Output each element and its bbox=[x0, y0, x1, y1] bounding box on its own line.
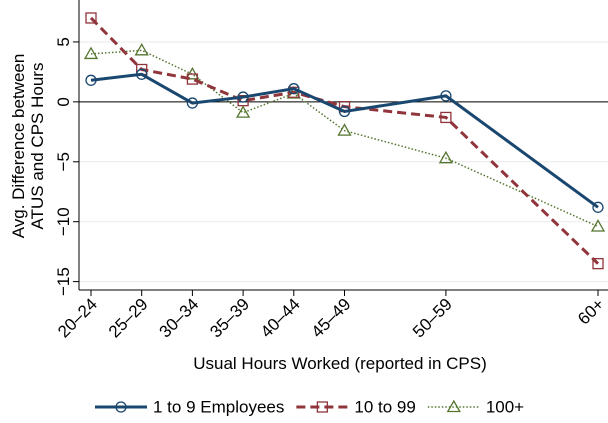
marker bbox=[235, 105, 251, 118]
x-tick-label: 20–24 bbox=[54, 295, 101, 342]
marker bbox=[338, 105, 351, 118]
y-tick-label: 0 bbox=[54, 97, 73, 106]
y-axis-title: Avg. Difference between bbox=[9, 54, 28, 239]
marker bbox=[115, 401, 127, 413]
marker bbox=[83, 46, 99, 60]
marker bbox=[592, 201, 604, 213]
marker bbox=[337, 123, 352, 136]
marker bbox=[288, 83, 300, 95]
marker bbox=[134, 43, 149, 56]
y-tick-label: −15 bbox=[54, 267, 73, 296]
legend-label: 1 to 9 Employees bbox=[153, 397, 284, 416]
marker bbox=[136, 68, 148, 80]
y-axis-title: ATUS and CPS Hours bbox=[28, 63, 47, 230]
y-tick-label: 5 bbox=[54, 37, 73, 46]
marker bbox=[446, 399, 461, 413]
x-tick-label: 40–44 bbox=[257, 295, 304, 342]
marker bbox=[590, 219, 606, 232]
x-tick-label: 60+ bbox=[574, 295, 608, 329]
marker bbox=[186, 73, 199, 85]
series-line bbox=[90, 72, 599, 209]
legend-label: 10 to 99 bbox=[354, 397, 415, 416]
x-tick-label: 35–39 bbox=[206, 295, 253, 342]
legend-label: 100+ bbox=[486, 397, 524, 416]
x-tick-label: 45–49 bbox=[308, 295, 355, 342]
marker bbox=[440, 111, 452, 124]
marker bbox=[186, 97, 199, 109]
x-axis-title: Usual Hours Worked (reported in CPS) bbox=[193, 354, 487, 373]
marker bbox=[440, 90, 452, 102]
marker bbox=[85, 74, 97, 86]
y-tick-label: −10 bbox=[54, 207, 73, 236]
y-tick-label: −5 bbox=[54, 152, 73, 171]
marker bbox=[592, 257, 604, 270]
series-line bbox=[89, 16, 600, 265]
marker bbox=[438, 150, 454, 164]
x-tick-label: 50–59 bbox=[409, 295, 456, 342]
marker bbox=[237, 91, 249, 103]
marker bbox=[85, 12, 97, 24]
marker bbox=[316, 401, 329, 413]
x-tick-label: 30–34 bbox=[156, 295, 203, 342]
series-line bbox=[90, 49, 599, 228]
x-tick-label: 25–29 bbox=[105, 295, 152, 342]
